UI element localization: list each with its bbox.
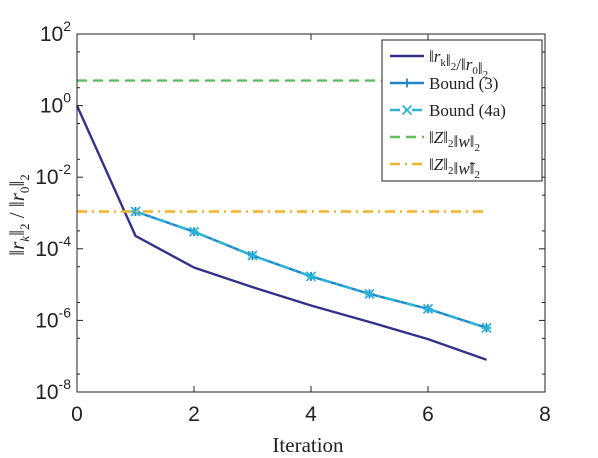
x-tick-label: 4 bbox=[305, 403, 317, 426]
axes: 0 2 4 6 8 10-8 10-6 10-4 10-2 100 102 bbox=[35, 18, 551, 426]
axes-frame bbox=[76, 33, 546, 393]
data-point bbox=[188, 226, 200, 237]
legend-label: ‖Z‖2‖w̃‖2 bbox=[429, 155, 480, 181]
data-point bbox=[364, 288, 375, 300]
legend-label: Bound (3) bbox=[429, 74, 498, 93]
x-tick-label: 0 bbox=[71, 403, 83, 426]
data-point bbox=[130, 206, 141, 217]
svg-text:‖rk‖2 / ‖r0‖2: ‖rk‖2 / ‖r0‖2 bbox=[5, 174, 32, 256]
series-line bbox=[75, 105, 487, 361]
legend-label: ‖Z‖2‖w‖2 bbox=[429, 128, 480, 154]
y-tick-label: 10-8 bbox=[35, 376, 71, 404]
data-point bbox=[422, 303, 434, 315]
y-axis-label: ‖rk‖2 / ‖r0‖2 bbox=[5, 174, 32, 256]
legend-label: Bound (4a) bbox=[429, 101, 506, 120]
y-tick-label: 10-4 bbox=[35, 233, 71, 261]
x-tick-label: 8 bbox=[539, 403, 551, 426]
x-tick-label: 2 bbox=[188, 403, 200, 426]
data-point bbox=[247, 250, 258, 261]
legend-item: Bound (3) bbox=[390, 74, 498, 93]
legend-item: Bound (4a) bbox=[390, 101, 506, 120]
data-point bbox=[305, 271, 317, 282]
legend-marker bbox=[401, 104, 413, 116]
legend-label: ‖rk‖2/‖r0‖2 bbox=[429, 47, 488, 81]
y-tick-label: 10-6 bbox=[35, 304, 71, 332]
y-tick-label: 10-2 bbox=[35, 161, 71, 189]
y-tick-label: 102 bbox=[40, 18, 71, 46]
y-tick-label: 100 bbox=[40, 90, 71, 118]
x-axis-label: Iteration bbox=[272, 433, 344, 457]
series-2 bbox=[130, 206, 492, 333]
x-tick-label: 6 bbox=[422, 403, 434, 426]
data-point bbox=[481, 322, 492, 333]
series-0 bbox=[75, 105, 487, 361]
